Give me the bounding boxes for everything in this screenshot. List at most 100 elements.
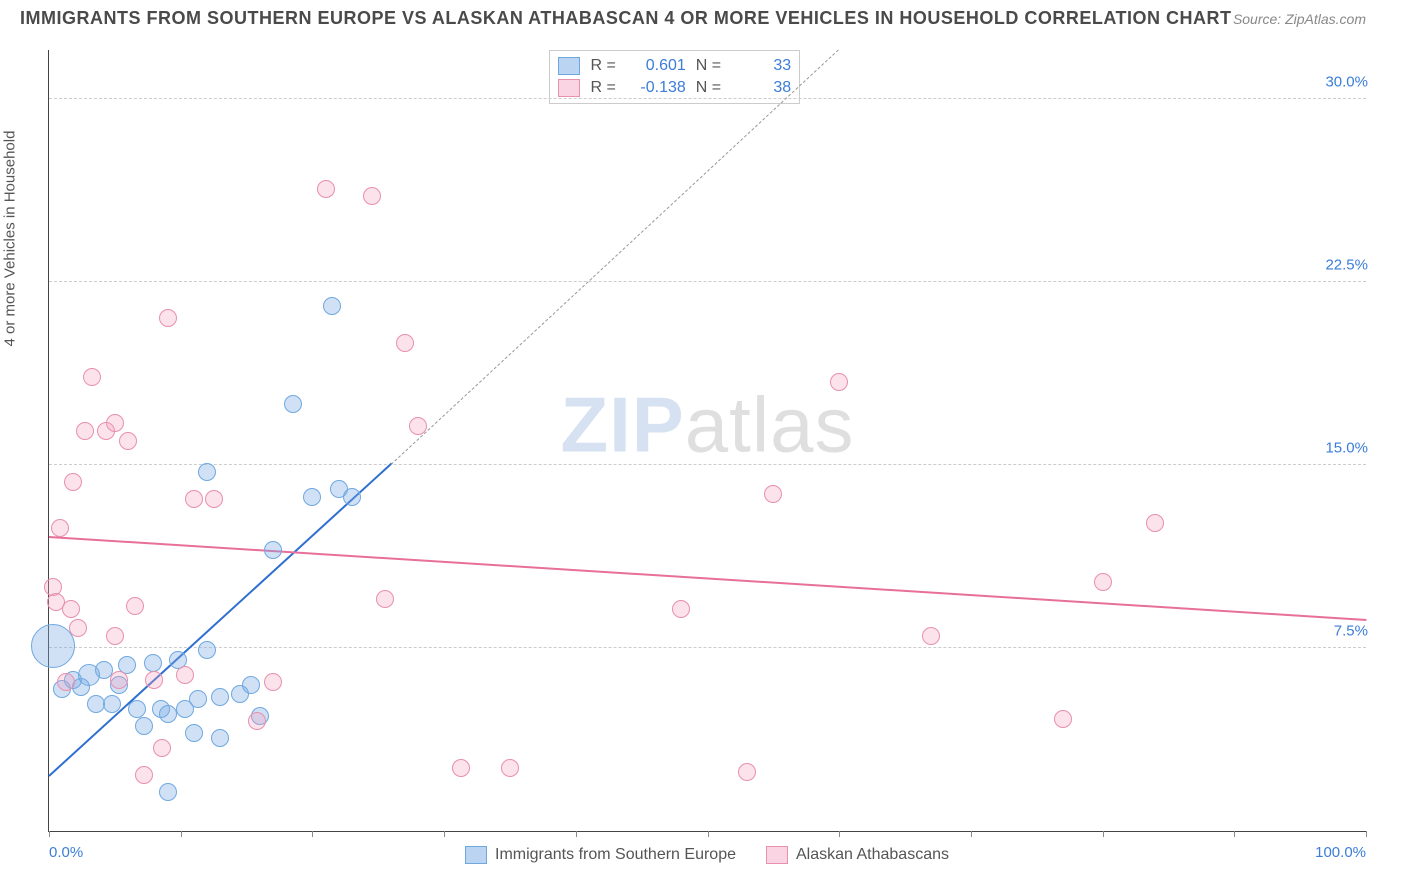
- data-point: [106, 414, 124, 432]
- data-point: [198, 463, 216, 481]
- data-point: [159, 309, 177, 327]
- r-label: R =: [590, 79, 615, 97]
- data-point: [264, 541, 282, 559]
- data-point: [135, 717, 153, 735]
- trend-line: [49, 536, 1366, 621]
- data-point: [922, 627, 940, 645]
- r-value-blue: 0.601: [626, 57, 686, 75]
- data-point: [106, 627, 124, 645]
- legend-label-blue: Immigrants from Southern Europe: [495, 846, 736, 864]
- data-point: [211, 688, 229, 706]
- x-tick-mark: [1234, 831, 1235, 837]
- x-tick-mark: [444, 831, 445, 837]
- r-value-pink: -0.138: [626, 79, 686, 97]
- x-tick-mark: [181, 831, 182, 837]
- stats-row-pink: R = -0.138 N = 38: [558, 77, 791, 99]
- y-tick-label: 15.0%: [1319, 439, 1368, 456]
- data-point: [248, 712, 266, 730]
- y-axis-label: 4 or more Vehicles in Household: [2, 131, 19, 347]
- data-point: [83, 368, 101, 386]
- y-tick-label: 30.0%: [1319, 73, 1368, 90]
- data-point: [211, 729, 229, 747]
- data-point: [103, 695, 121, 713]
- data-point: [119, 432, 137, 450]
- swatch-blue-icon: [465, 846, 487, 864]
- legend-item-blue: Immigrants from Southern Europe: [465, 846, 736, 864]
- y-tick-label: 7.5%: [1328, 622, 1368, 639]
- r-label: R =: [590, 57, 615, 75]
- data-point: [198, 641, 216, 659]
- swatch-pink-icon: [558, 79, 580, 97]
- data-point: [159, 783, 177, 801]
- bottom-legend: Immigrants from Southern Europe Alaskan …: [48, 846, 1366, 864]
- data-point: [1054, 710, 1072, 728]
- x-tick-mark: [49, 831, 50, 837]
- data-point: [323, 297, 341, 315]
- data-point: [284, 395, 302, 413]
- data-point: [57, 673, 75, 691]
- data-point: [110, 671, 128, 689]
- data-point: [185, 490, 203, 508]
- data-point: [144, 654, 162, 672]
- data-point: [363, 187, 381, 205]
- data-point: [189, 690, 207, 708]
- legend-item-pink: Alaskan Athabascans: [766, 846, 949, 864]
- data-point: [242, 676, 260, 694]
- y-tick-label: 22.5%: [1319, 256, 1368, 273]
- swatch-pink-icon: [766, 846, 788, 864]
- watermark: ZIPatlas: [560, 379, 854, 470]
- grid-line: [49, 464, 1366, 465]
- data-point: [303, 488, 321, 506]
- stats-row-blue: R = 0.601 N = 33: [558, 55, 791, 77]
- source-attribution: Source: ZipAtlas.com: [1233, 11, 1366, 27]
- data-point: [317, 180, 335, 198]
- data-point: [126, 597, 144, 615]
- data-point: [1094, 573, 1112, 591]
- data-point: [51, 519, 69, 537]
- data-point: [185, 724, 203, 742]
- data-point: [830, 373, 848, 391]
- data-point: [205, 490, 223, 508]
- data-point: [128, 700, 146, 718]
- scatter-chart: ZIPatlas R = 0.601 N = 33 R = -0.138 N =…: [48, 50, 1366, 832]
- x-tick-mark: [312, 831, 313, 837]
- data-point: [1146, 514, 1164, 532]
- watermark-bold: ZIP: [560, 380, 684, 468]
- data-point: [62, 600, 80, 618]
- data-point: [264, 673, 282, 691]
- n-label: N =: [696, 79, 721, 97]
- data-point: [396, 334, 414, 352]
- correlation-stats-box: R = 0.601 N = 33 R = -0.138 N = 38: [549, 50, 800, 104]
- data-point: [176, 666, 194, 684]
- data-point: [69, 619, 87, 637]
- data-point: [159, 705, 177, 723]
- x-tick-mark: [1366, 831, 1367, 837]
- data-point: [452, 759, 470, 777]
- data-point: [501, 759, 519, 777]
- x-tick-mark: [1103, 831, 1104, 837]
- data-point: [153, 739, 171, 757]
- data-point: [64, 473, 82, 491]
- n-value-blue: 33: [731, 57, 791, 75]
- grid-line: [49, 647, 1366, 648]
- data-point: [409, 417, 427, 435]
- x-tick-mark: [971, 831, 972, 837]
- trend-line: [391, 49, 839, 465]
- data-point: [738, 763, 756, 781]
- grid-line: [49, 98, 1366, 99]
- watermark-thin: atlas: [685, 380, 855, 468]
- n-value-pink: 38: [731, 79, 791, 97]
- x-tick-mark: [839, 831, 840, 837]
- data-point: [76, 422, 94, 440]
- x-tick-mark: [708, 831, 709, 837]
- chart-title: IMMIGRANTS FROM SOUTHERN EUROPE VS ALASK…: [20, 8, 1232, 29]
- swatch-blue-icon: [558, 57, 580, 75]
- data-point: [145, 671, 163, 689]
- data-point: [672, 600, 690, 618]
- data-point: [135, 766, 153, 784]
- grid-line: [49, 281, 1366, 282]
- x-tick-mark: [576, 831, 577, 837]
- data-point: [376, 590, 394, 608]
- data-point: [764, 485, 782, 503]
- legend-label-pink: Alaskan Athabascans: [796, 846, 949, 864]
